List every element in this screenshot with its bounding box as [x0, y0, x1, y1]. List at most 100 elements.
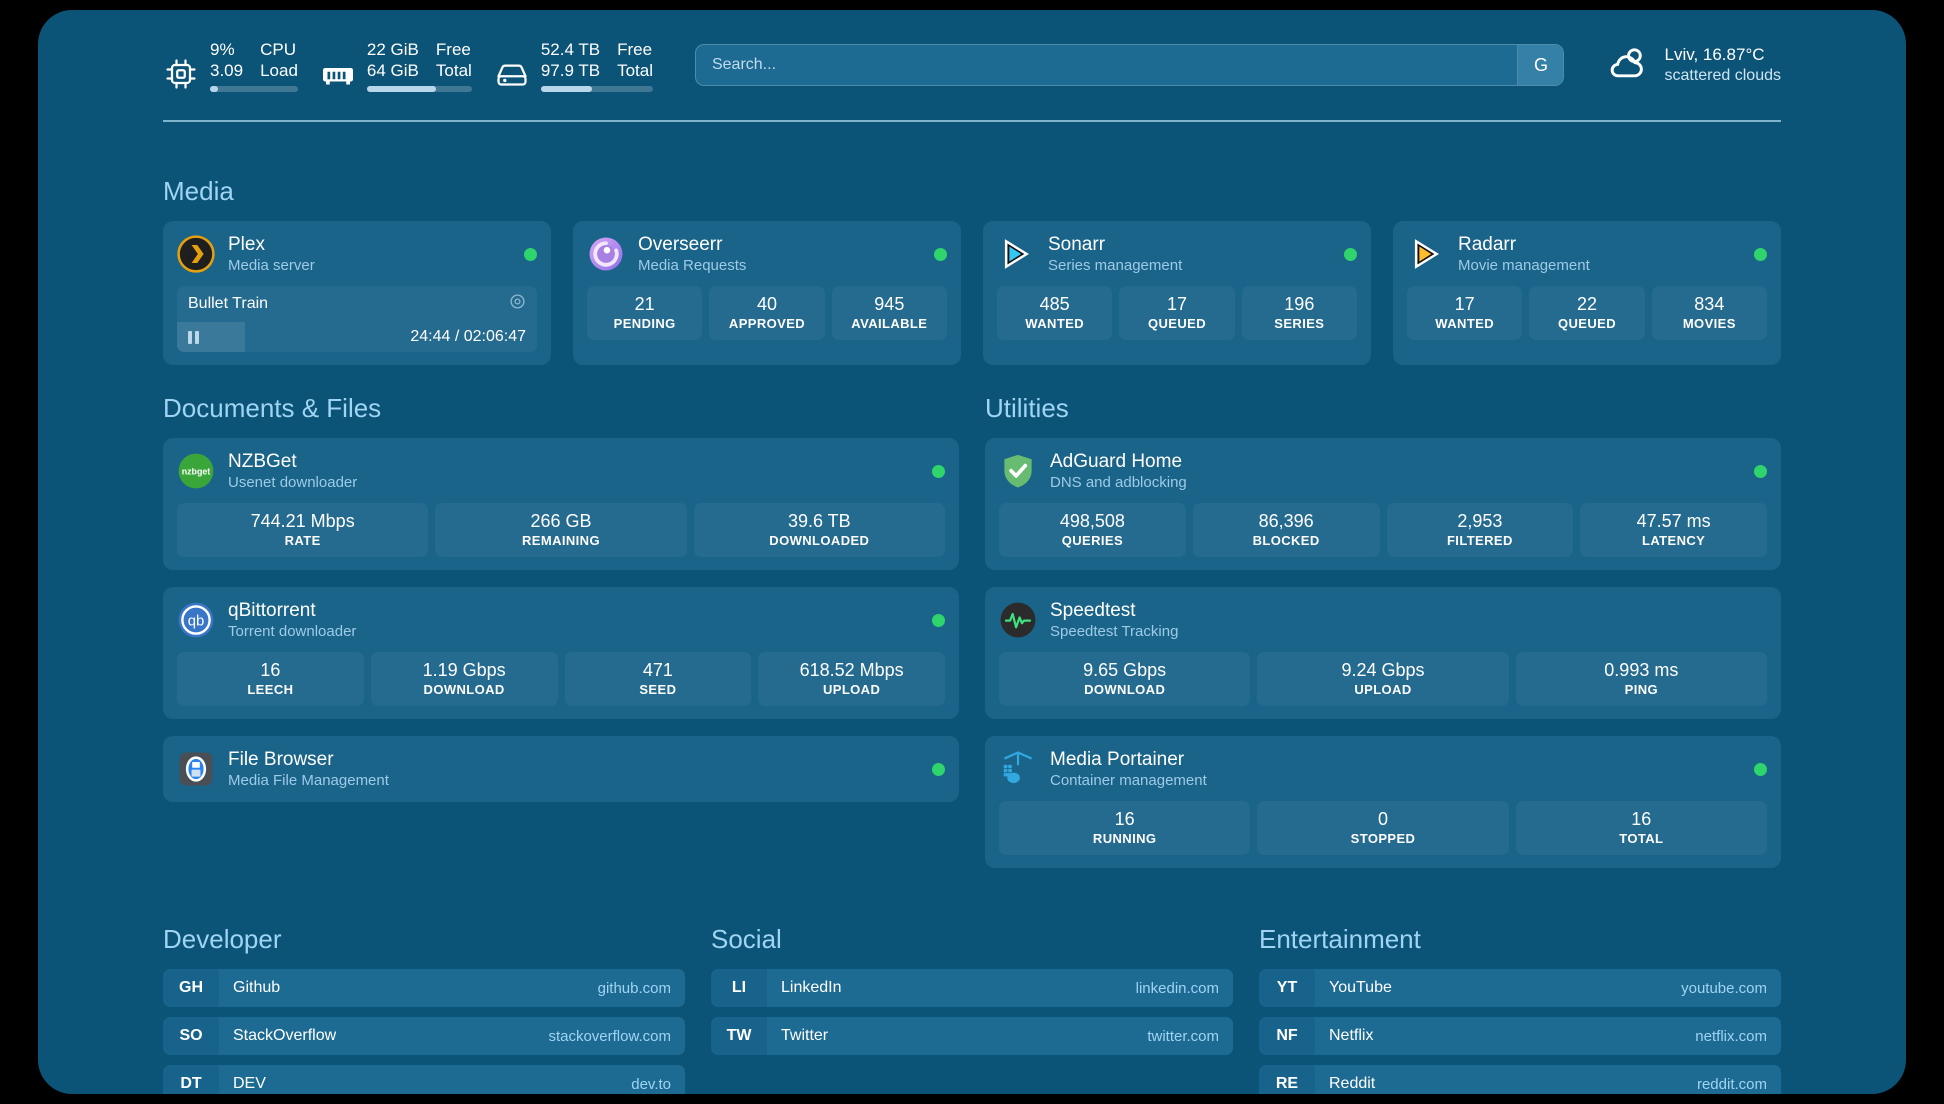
stat-block[interactable]: 196 SERIES: [1241, 286, 1357, 340]
now-playing-title: Bullet Train: [188, 295, 269, 312]
service-card-media-portainer[interactable]: Media Portainer Container management 16 RUN…: [985, 736, 1781, 868]
bookmark-item[interactable]: TW Twitter twitter.com: [711, 1017, 1233, 1055]
resource-values: 9% 3.09: [210, 39, 243, 81]
stat-label: FILTERED: [1446, 533, 1513, 548]
bookmark-item[interactable]: LI LinkedIn linkedin.com: [711, 969, 1233, 1007]
service-description: Speedtest Tracking: [1050, 623, 1179, 640]
stat-block[interactable]: 834 MOVIES: [1651, 286, 1767, 340]
stat-value: 16: [1114, 809, 1135, 829]
cloud-icon: [1606, 41, 1650, 90]
utilities-section: Utilities AdGuard Home DNS and adblocking…: [985, 393, 1781, 868]
resource-label-bottom: Load: [260, 60, 298, 80]
service-card-qbittorrent[interactable]: qb qBittorrent Torrent downloader 16 LEECH 1.…: [163, 587, 959, 719]
bookmark-url: netflix.com: [1695, 1027, 1767, 1045]
stat-block[interactable]: 471 SEED: [564, 652, 752, 706]
stat-block[interactable]: 2,953 FILTERED: [1386, 503, 1574, 557]
resource-label-top: Free: [435, 39, 471, 59]
stat-block[interactable]: 22 QUEUED: [1529, 286, 1645, 340]
service-card-nzbget[interactable]: nzbget NZBGet Usenet downloader 744.21 Mbps…: [163, 438, 959, 570]
bookmark-item[interactable]: DT DEV dev.to: [163, 1065, 685, 1094]
qbittorrent-icon: qb: [177, 601, 215, 639]
bookmarks-area: Developer GH Github github.com SO StackOverfl…: [163, 924, 1781, 1094]
bookmark-item[interactable]: RE Reddit reddit.com: [1259, 1065, 1781, 1094]
bookmark-body: Netflix netflix.com: [1315, 1017, 1781, 1055]
service-card-radarr[interactable]: Radarr Movie management 17 WANTED 22 QUEUED 83…: [1393, 221, 1781, 365]
bookmark-group-title: Entertainment: [1259, 924, 1421, 954]
bookmark-list: YT YouTube youtube.com NF Netflix netflix.com…: [1259, 969, 1781, 1094]
now-playing-progress[interactable]: 24:44 / 02:06:47: [177, 322, 537, 352]
stat-block[interactable]: 945 AVAILABLE: [831, 286, 947, 340]
bookmark-abbreviation: DT: [163, 1065, 219, 1094]
stat-block[interactable]: 0 STOPPED: [1257, 801, 1509, 855]
bookmark-url: youtube.com: [1681, 979, 1767, 997]
stat-block[interactable]: 16 RUNNING: [999, 801, 1251, 855]
weather-condition: scattered clouds: [1664, 67, 1781, 84]
bookmark-item[interactable]: SO StackOverflow stackoverflow.com: [163, 1017, 685, 1055]
search-engine-button[interactable]: G: [1517, 45, 1564, 85]
resource-value-bottom: 64 GiB: [366, 60, 419, 80]
stat-block[interactable]: 17 WANTED: [1407, 286, 1523, 340]
stat-label: STOPPED: [1350, 831, 1416, 846]
stat-label: SEED: [639, 682, 677, 697]
stat-block[interactable]: 498,508 QUERIES: [999, 503, 1186, 557]
sonarr-icon: [997, 235, 1035, 273]
service-card-sonarr[interactable]: Sonarr Series management 485 WANTED 17 QUEUED…: [983, 221, 1371, 365]
status-indicator: [932, 613, 945, 627]
resource-memory: 22 GiB 64 GiB Free Total: [320, 39, 472, 92]
bookmark-abbreviation: RE: [1259, 1065, 1315, 1094]
stat-block[interactable]: 21 PENDING: [587, 286, 703, 340]
stat-value: 266 GB: [530, 511, 592, 531]
bookmark-abbreviation: GH: [163, 969, 219, 1007]
svg-text:nzbget: nzbget: [182, 467, 211, 477]
stat-block[interactable]: 17 QUEUED: [1119, 286, 1235, 340]
stat-block[interactable]: 86,396 BLOCKED: [1192, 503, 1380, 557]
bookmark-group-developer: Developer GH Github github.com SO StackOverfl…: [163, 924, 685, 1094]
stat-value: 834: [1694, 294, 1725, 314]
service-meta: Speedtest Speedtest Tracking: [1050, 600, 1767, 640]
stat-block[interactable]: 16 LEECH: [177, 652, 364, 706]
bookmark-item[interactable]: YT YouTube youtube.com: [1259, 969, 1781, 1007]
stat-block[interactable]: 266 GB REMAINING: [435, 503, 687, 557]
service-name: qBittorrent: [228, 600, 316, 621]
stat-block[interactable]: 0.993 ms PING: [1515, 652, 1767, 706]
bookmark-group-social: Social LI LinkedIn linkedin.com TW Twitter twi…: [711, 924, 1233, 1094]
service-card-file-browser[interactable]: File Browser Media File Management: [163, 736, 959, 802]
bookmark-name: Reddit: [1329, 1075, 1376, 1092]
service-card-adguard-home[interactable]: AdGuard Home DNS and adblocking 498,508 QUE…: [985, 438, 1781, 570]
stat-block[interactable]: 9.65 Gbps DOWNLOAD: [999, 652, 1251, 706]
stat-block[interactable]: 9.24 Gbps UPLOAD: [1257, 652, 1509, 706]
service-meta: AdGuard Home DNS and adblocking: [1050, 451, 1741, 491]
stat-block[interactable]: 618.52 Mbps UPLOAD: [758, 652, 945, 706]
status-indicator: [1344, 247, 1357, 261]
stat-value: 21: [634, 294, 655, 314]
status-indicator: [1754, 247, 1767, 261]
stat-block[interactable]: 47.57 ms LATENCY: [1580, 503, 1767, 557]
service-card-plex[interactable]: Plex Media server Bullet Train 24:44 / 02:0…: [163, 221, 551, 365]
service-meta: NZBGet Usenet downloader: [228, 451, 919, 491]
service-meta: Overseerr Media Requests: [638, 234, 921, 274]
service-card-overseerr[interactable]: Overseerr Media Requests 21 PENDING 40 APPROV…: [573, 221, 961, 365]
bookmark-item[interactable]: NF Netflix netflix.com: [1259, 1017, 1781, 1055]
weather-location-temp: Lviv, 16.87°C: [1664, 45, 1765, 64]
service-card-speedtest[interactable]: Speedtest Speedtest Tracking 9.65 Gbps DOWN…: [985, 587, 1781, 719]
stat-block[interactable]: 40 APPROVED: [709, 286, 825, 340]
stat-value: 40: [756, 294, 777, 314]
stat-block[interactable]: 39.6 TB DOWNLOADED: [693, 503, 945, 557]
gear-icon[interactable]: [509, 293, 526, 315]
bookmark-item[interactable]: GH Github github.com: [163, 969, 685, 1007]
pause-icon[interactable]: [188, 330, 199, 344]
service-meta: File Browser Media File Management: [228, 749, 919, 789]
stat-value: 16: [1631, 809, 1652, 829]
search-bar[interactable]: G: [694, 44, 1565, 86]
stat-block[interactable]: 16 TOTAL: [1515, 801, 1767, 855]
stat-block[interactable]: 1.19 Gbps DOWNLOAD: [370, 652, 558, 706]
bookmark-abbreviation: LI: [711, 969, 767, 1007]
stat-label: PENDING: [613, 316, 676, 331]
stat-label: RUNNING: [1092, 831, 1157, 846]
service-card-header: nzbget NZBGet Usenet downloader: [177, 451, 945, 491]
service-stats: 498,508 QUERIES 86,396 BLOCKED 2,953 FILTERED…: [999, 503, 1767, 557]
stat-block[interactable]: 485 WANTED: [997, 286, 1113, 340]
filebrowser-icon: [177, 750, 215, 788]
search-input[interactable]: [695, 45, 1518, 85]
stat-block[interactable]: 744.21 Mbps RATE: [177, 503, 429, 557]
